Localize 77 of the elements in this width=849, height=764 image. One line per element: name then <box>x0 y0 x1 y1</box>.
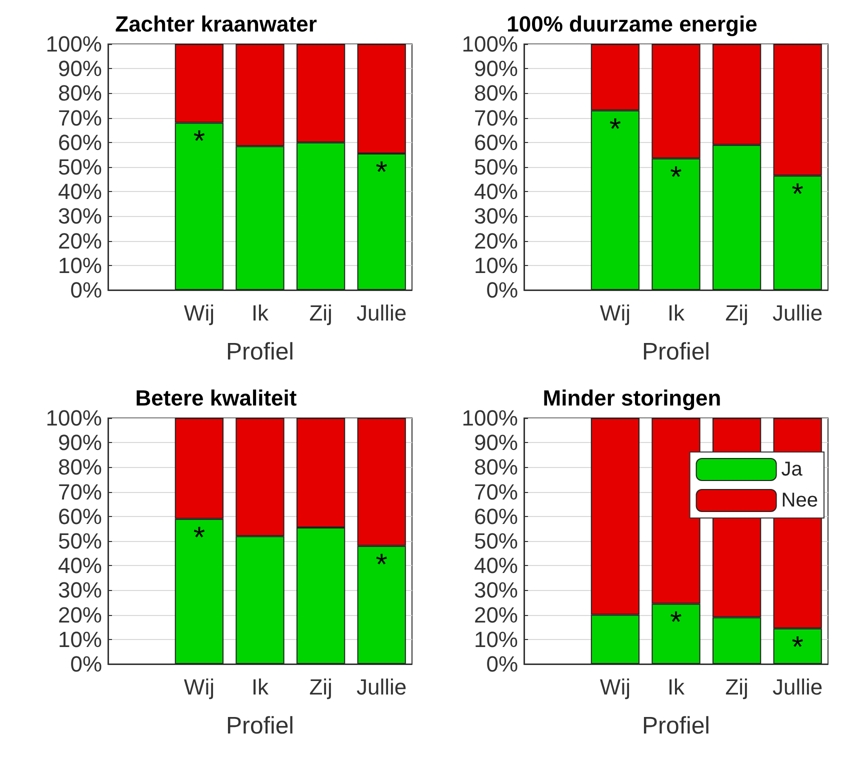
y-tick-label: 90% <box>58 430 102 456</box>
x-tick-label: Ik <box>251 300 270 326</box>
y-tick-label: 70% <box>58 105 102 130</box>
x-tick-label: Zij <box>725 674 748 700</box>
y-tick-label: 60% <box>58 504 102 529</box>
y-tick-label: 50% <box>58 528 102 554</box>
y-tick-label: 10% <box>58 626 102 652</box>
y-tick-label: 60% <box>474 504 518 529</box>
x-tick-label: Jullie <box>356 674 407 700</box>
y-tick-label: 80% <box>58 454 102 480</box>
y-tick-label: 70% <box>474 105 518 130</box>
y-tick-label: 40% <box>58 179 102 204</box>
y-tick-label: 60% <box>474 130 518 155</box>
y-tick-label: 90% <box>58 56 102 82</box>
chart-title: Betere kwaliteit <box>135 386 298 410</box>
y-tick-label: 90% <box>474 430 518 456</box>
legend-label: Nee <box>781 490 818 512</box>
x-tick-label: Jullie <box>772 300 823 326</box>
y-tick-label: 0% <box>486 652 518 676</box>
y-tick-label: 40% <box>58 553 102 578</box>
x-tick-label: Zij <box>725 300 748 326</box>
x-tick-label: Ik <box>667 300 686 326</box>
annotation: * <box>670 606 682 640</box>
x-axis-title: Profiel <box>226 338 294 366</box>
annotation: * <box>193 125 206 158</box>
y-tick-label: 100% <box>46 32 102 56</box>
y-tick-label: 70% <box>58 479 102 504</box>
x-tick-label: Wij <box>600 300 630 326</box>
y-tick-label: 60% <box>58 130 102 155</box>
x-tick-label: Zij <box>309 300 332 326</box>
chart-title: Zachter kraanwater <box>115 12 318 36</box>
x-tick-label: Ik <box>251 674 270 700</box>
y-tick-label: 0% <box>70 652 102 676</box>
y-tick-label: 40% <box>474 553 518 578</box>
x-tick-label: Zij <box>309 674 332 700</box>
y-tick-label: 0% <box>486 278 518 302</box>
y-tick-label: 80% <box>58 80 102 106</box>
annotation: * <box>376 156 388 189</box>
y-tick-label: 70% <box>474 479 518 504</box>
y-tick-label: 40% <box>474 179 518 204</box>
y-tick-label: 90% <box>474 56 518 82</box>
y-tick-label: 30% <box>58 204 102 229</box>
x-tick-label: Wij <box>184 300 214 326</box>
annotation: * <box>670 160 682 194</box>
annotation: * <box>193 521 206 554</box>
annotation: * <box>792 630 804 664</box>
y-tick-label: 10% <box>474 252 518 278</box>
x-tick-label: Wij <box>600 674 630 700</box>
y-tick-label: 50% <box>474 154 518 180</box>
y-tick-label: 50% <box>474 528 518 554</box>
y-tick-label: 30% <box>58 578 102 603</box>
y-tick-label: 100% <box>46 406 102 430</box>
annotation: * <box>376 548 388 582</box>
x-tick-label: Jullie <box>772 674 823 700</box>
x-axis-title: Profiel <box>642 338 710 366</box>
x-axis-title: Profiel <box>226 712 294 740</box>
y-tick-label: 30% <box>474 578 518 603</box>
annotation: * <box>792 178 804 212</box>
y-tick-label: 0% <box>70 278 102 302</box>
y-tick-label: 10% <box>58 252 102 278</box>
y-tick-label: 80% <box>474 454 518 480</box>
y-tick-label: 10% <box>474 626 518 652</box>
x-tick-label: Wij <box>184 674 214 700</box>
y-tick-label: 20% <box>474 228 518 254</box>
x-tick-label: Ik <box>667 674 686 700</box>
y-tick-label: 20% <box>58 228 102 254</box>
y-tick-label: 20% <box>474 602 518 628</box>
chart-title: Minder storingen <box>542 386 722 410</box>
x-axis-title: Profiel <box>642 712 710 740</box>
y-tick-label: 20% <box>58 602 102 628</box>
x-tick-label: Jullie <box>356 300 407 326</box>
y-tick-label: 100% <box>462 406 518 430</box>
legend-label: Ja <box>781 458 804 480</box>
y-tick-label: 30% <box>474 204 518 229</box>
y-tick-label: 80% <box>474 80 518 106</box>
y-tick-label: 50% <box>58 154 102 180</box>
annotation: * <box>609 112 622 146</box>
